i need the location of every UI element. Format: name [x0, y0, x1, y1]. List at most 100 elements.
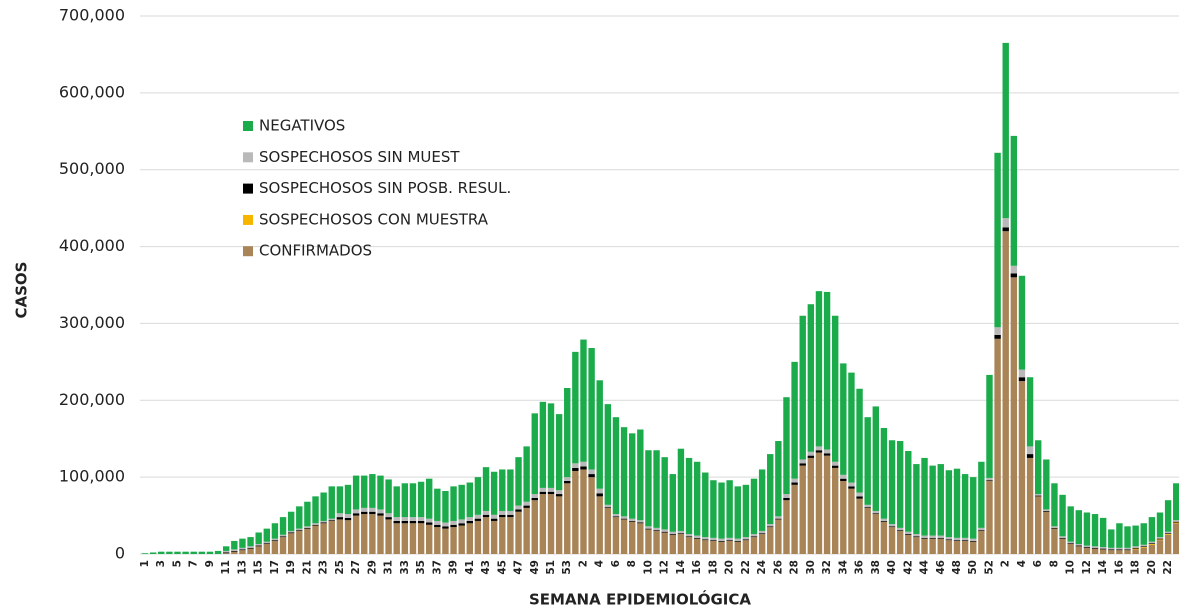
x-tick-label: 19 [285, 560, 297, 575]
bar-segment [539, 401, 547, 488]
bar-segment [758, 530, 766, 534]
y-tick-label: 300,000 [59, 313, 125, 332]
bar-segment [734, 538, 741, 541]
bar-segment [1091, 547, 1099, 549]
bar-segment [523, 501, 530, 506]
bar-segment [1043, 509, 1050, 511]
bar-segment [1148, 517, 1156, 542]
bar-segment [409, 520, 417, 524]
bar-segment [279, 517, 287, 535]
bar-segment [417, 523, 425, 554]
bar-segment [685, 457, 693, 535]
bar-segment [434, 527, 441, 554]
bar-segment [458, 484, 465, 520]
bar-segment [231, 540, 238, 550]
bar-segment [1164, 533, 1172, 535]
bar-segment [815, 450, 823, 453]
bar-segment [515, 511, 522, 554]
bar-segment [1132, 549, 1139, 554]
bar-segment [783, 397, 790, 495]
bar-segment [255, 544, 262, 546]
bar-segment [458, 519, 465, 524]
bar-segment [336, 513, 344, 518]
bar-segment [750, 537, 758, 554]
bar-segment [604, 507, 612, 508]
bar-segment [466, 520, 473, 524]
x-tick-label: 23 [318, 560, 330, 575]
y-tick-label: 400,000 [59, 236, 125, 255]
bar-segment [677, 534, 685, 554]
bar-segment [417, 481, 425, 518]
bar-segment [547, 487, 555, 492]
bar-segment [555, 490, 563, 495]
bar-segment [775, 518, 782, 520]
bar-segment [791, 484, 798, 554]
bar-segment [1059, 538, 1066, 554]
bar-segment [507, 510, 514, 515]
bar-segment [401, 483, 409, 518]
bar-segment [596, 493, 603, 497]
bar-segment [466, 523, 473, 554]
bar-segment [653, 530, 660, 531]
bar-segment [1010, 273, 1018, 278]
bar-segment [1173, 523, 1179, 554]
bar-segment [921, 537, 928, 539]
bar-segment [669, 531, 676, 535]
bar-segment [945, 537, 953, 540]
bar-segment [539, 494, 547, 554]
bar-segment [978, 527, 985, 531]
bar-segment [913, 534, 920, 537]
x-tick-label: 15 [253, 560, 265, 575]
bar-segment [312, 523, 319, 525]
bar-segment [231, 550, 238, 552]
bar-segment [775, 516, 782, 519]
bar-segment [328, 520, 335, 521]
bar-segment [1018, 369, 1026, 378]
bar-segment [393, 517, 400, 521]
bar-segment [710, 537, 717, 541]
bar-segment [645, 450, 652, 527]
bar-segment [474, 518, 482, 521]
bar-segment [702, 472, 709, 538]
bar-segment [848, 372, 855, 483]
bar-segment [913, 537, 920, 554]
bar-segment [409, 517, 417, 521]
bar-segment [1051, 526, 1058, 528]
bar-segment [823, 449, 831, 454]
x-tick-label: 8 [1048, 560, 1060, 567]
bar-segment [661, 531, 668, 533]
bar-segment [442, 490, 449, 523]
bar-segment [832, 465, 839, 468]
bar-segment [1075, 510, 1082, 545]
bar-segment [515, 457, 522, 506]
bar-segment [572, 467, 579, 471]
bar-segment [223, 553, 230, 554]
bar-segment [702, 539, 709, 541]
bar-segment [734, 486, 741, 539]
bar-segment [1173, 521, 1179, 523]
bar-segment [661, 532, 668, 554]
bar-segment [141, 553, 149, 554]
bar-segment [823, 455, 831, 554]
bar-segment [1148, 543, 1156, 545]
bar-segment [539, 491, 547, 495]
bar-segment [1010, 265, 1018, 274]
bar-segment [214, 550, 222, 554]
bar-segment [840, 480, 847, 554]
bar-segment [872, 510, 879, 514]
bar-segment [742, 540, 750, 554]
x-tick-label: 17 [269, 560, 281, 575]
bar-segment [1124, 526, 1131, 548]
bar-segment [970, 540, 977, 542]
bar-segment [710, 540, 717, 554]
bar-segment [287, 532, 295, 534]
bar-segment [361, 507, 368, 512]
bar-segment [1002, 42, 1009, 219]
bar-segment [620, 516, 628, 519]
bar-segment [758, 534, 766, 554]
bar-segment [312, 525, 319, 554]
x-tick-label: 18 [1130, 560, 1142, 575]
bar-segment [1026, 457, 1034, 554]
bar-segment [1124, 549, 1131, 551]
bar-segment [450, 527, 457, 554]
